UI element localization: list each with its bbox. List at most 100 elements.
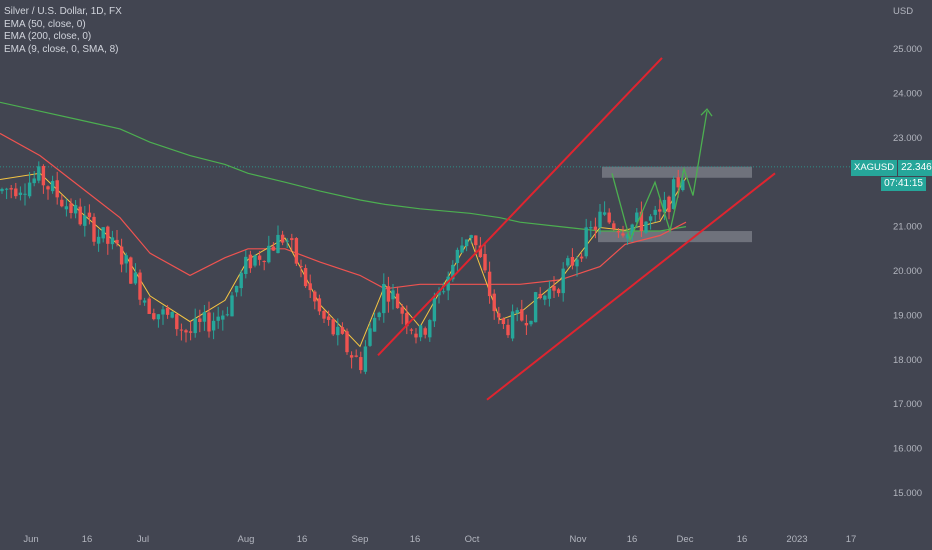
candle-body <box>598 211 602 228</box>
candle-body <box>492 293 496 312</box>
candle-body <box>138 272 142 300</box>
candle-body <box>644 221 648 233</box>
time-tick-label: Dec <box>677 534 694 545</box>
candle-body <box>671 179 676 209</box>
time-tick-label: Nov <box>570 534 587 545</box>
candle-body <box>552 285 556 291</box>
candle-body <box>345 331 349 353</box>
candle-body <box>386 286 391 302</box>
candle-body <box>4 188 9 190</box>
candle-body <box>27 182 32 197</box>
time-tick-label: 16 <box>297 534 308 545</box>
chart-legend: Silver / U.S. Dollar, 1D, FX EMA (50, cl… <box>4 6 122 56</box>
candle-body <box>110 237 115 245</box>
candle-body <box>230 295 234 317</box>
candle-body <box>106 226 110 244</box>
candle-body <box>676 177 680 188</box>
candle-body <box>119 246 124 265</box>
candle-body <box>41 165 46 186</box>
candle-body <box>271 246 276 251</box>
time-axis[interactable]: Jun 16 Jul Aug 16 Sep 16 Oct Nov 16 Dec 16 2023 17 <box>23 534 856 545</box>
candle-body <box>322 310 326 319</box>
candle-body <box>575 259 579 267</box>
candle-body <box>405 313 409 327</box>
zone-layer <box>0 166 852 243</box>
candle-body <box>543 295 547 300</box>
candle-body <box>129 257 133 284</box>
candle-body <box>73 205 78 214</box>
candle-body <box>267 245 271 263</box>
candle-body <box>469 235 473 238</box>
time-tick-label: 16 <box>82 534 93 545</box>
candle-layer <box>0 161 685 375</box>
candle-body <box>83 215 87 226</box>
projection-path[interactable] <box>611 111 708 242</box>
candle-body <box>115 239 119 244</box>
candle-body <box>658 209 662 212</box>
legend-ema200[interactable]: EMA (200, close, 0) <box>4 31 92 42</box>
time-tick-label: Jun <box>23 534 38 545</box>
candle-body <box>428 320 432 338</box>
candle-body <box>202 312 207 322</box>
channel-upper-line[interactable] <box>377 57 663 357</box>
candle-body <box>280 234 285 243</box>
candle-body <box>625 234 630 239</box>
candle-body <box>418 325 423 338</box>
candle-body <box>294 238 299 264</box>
candle-body <box>64 206 69 210</box>
candle-body <box>37 166 41 181</box>
resistance-zone[interactable] <box>602 166 752 178</box>
candle-body <box>359 357 363 371</box>
price-tick-label: 19.000 <box>893 310 922 321</box>
candle-body <box>336 326 340 336</box>
candle-body <box>55 180 59 198</box>
candle-body <box>391 290 395 300</box>
candle-body <box>60 199 64 207</box>
candle-body <box>78 206 82 225</box>
candle-body <box>538 293 542 299</box>
candle-body <box>474 235 478 246</box>
candle-body <box>478 245 483 258</box>
price-tick-label: 16.000 <box>893 444 922 455</box>
candle-body <box>165 307 170 315</box>
candle-body <box>395 293 400 309</box>
candle-body <box>156 314 161 320</box>
channel-lower-line[interactable] <box>486 172 776 401</box>
candle-body <box>648 216 653 221</box>
legend-ema50[interactable]: EMA (50, close, 0) <box>4 18 86 30</box>
candle-body <box>184 330 188 333</box>
candle-body <box>556 289 561 294</box>
candle-body <box>602 212 607 215</box>
support-zone[interactable] <box>598 231 752 243</box>
candle-body <box>653 209 657 215</box>
candle-body <box>501 318 506 325</box>
ema50-line[interactable] <box>0 132 687 290</box>
candle-body <box>363 346 368 372</box>
candle-body <box>630 224 634 236</box>
candle-body <box>464 239 469 247</box>
candle-body <box>414 333 418 338</box>
time-tick-label: 16 <box>627 534 638 545</box>
projection-arrowhead <box>700 108 713 117</box>
candle-body <box>561 268 565 294</box>
legend-title[interactable]: Silver / U.S. Dollar, 1D, FX <box>4 6 122 17</box>
candle-body <box>46 186 50 190</box>
time-tick-label: Sep <box>352 534 369 545</box>
candle-body <box>317 298 322 312</box>
candle-body <box>248 254 253 269</box>
candle-body <box>547 288 552 299</box>
candle-body <box>285 240 289 242</box>
time-tick-label: 16 <box>410 534 421 545</box>
price-axis[interactable]: USD25.00024.00023.00022.00021.00020.0001… <box>893 6 922 499</box>
candle-body <box>147 298 151 314</box>
candle-body <box>400 307 404 314</box>
time-tick-label: 17 <box>846 534 857 545</box>
time-tick-label: 2023 <box>786 534 807 545</box>
candle-body <box>681 179 685 191</box>
candle-body <box>221 315 225 320</box>
candle-body <box>170 311 174 318</box>
legend-ema9[interactable]: EMA (9, close, 0, SMA, 8) <box>4 43 119 55</box>
candle-body <box>529 320 533 325</box>
candle-body <box>299 266 303 268</box>
